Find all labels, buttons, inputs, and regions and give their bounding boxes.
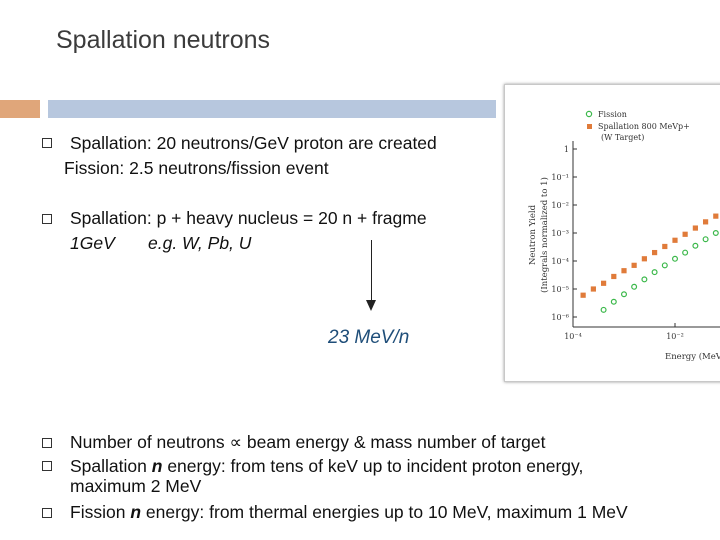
neutron-yield-figure: Fission Spallation 800 MeVp+ (W Target) … [504, 84, 720, 382]
x-tick-label: 10⁻² [666, 332, 684, 341]
y-axis-label-2: (Integrals normalized to 1) [539, 177, 550, 293]
arrow-head-icon [366, 300, 376, 311]
spallation-point [662, 243, 668, 250]
x-tick-labels: 10⁻⁴10⁻²1 [564, 323, 684, 341]
fission-point [702, 236, 709, 243]
y-tick-label: 10⁻³ [551, 229, 569, 238]
y-axis-label-1: Neutron Yield [528, 204, 538, 265]
fission-point [620, 291, 627, 298]
chart-legend: Fission Spallation 800 MeVp+ (W Target) [585, 110, 690, 142]
spallation-point [621, 268, 627, 274]
bullet-label: Spallation [70, 456, 147, 476]
spallation-point [600, 280, 607, 286]
bullet-fission-rate: Fission: 2.5 neutrons/fission event [64, 158, 329, 178]
fission-point [712, 230, 719, 237]
fission-point [682, 249, 689, 256]
spallation-point [672, 237, 678, 243]
bullet-spallation-max: maximum 2 MeV [70, 476, 202, 496]
bullet-spallation-energy: Spallation n energy: from tens of keV up… [70, 456, 583, 477]
legend-spallation-marker [587, 124, 592, 129]
fission-point [672, 255, 679, 262]
legend-spallation-label: Spallation 800 MeVp+ [598, 122, 690, 131]
bullet-label: Fission [70, 502, 126, 522]
fission-point [692, 242, 699, 249]
data-points [580, 213, 719, 313]
neutron-symbol: n [151, 456, 163, 476]
slide-title: Spallation neutrons [56, 26, 271, 54]
y-tick-label: 10⁻⁵ [551, 285, 569, 294]
bullet-box-icon [42, 461, 52, 471]
legend-fission-label: Fission [598, 110, 627, 119]
y-tick-label: 10⁻² [551, 201, 569, 210]
legend-fission-marker [585, 110, 593, 118]
spallation-point [651, 249, 658, 256]
neutron-symbol: n [130, 502, 142, 522]
bullet-box-icon [42, 508, 52, 518]
bullet-neutron-count: Number of neutrons ∝ beam energy & mass … [70, 432, 546, 452]
x-axis-label: Energy (MeV [665, 351, 720, 362]
header-accent-bar [0, 100, 40, 118]
spallation-point [631, 262, 637, 268]
spallation-point [713, 213, 719, 219]
fission-point [651, 269, 658, 276]
bullet-box-icon [42, 138, 52, 148]
fission-point [641, 276, 648, 283]
bullet-fission-energy: Fission n energy: from thermal energies … [70, 502, 628, 523]
y-tick-label: 10⁻⁶ [551, 313, 569, 322]
bullet-reaction: Spallation: p + heavy nucleus = 20 n + f… [70, 208, 427, 228]
beam-energy: 1GeV [70, 233, 115, 253]
spallation-point [641, 256, 647, 262]
fission-point [600, 306, 607, 313]
bullet-text: energy: from thermal energies up to 10 M… [145, 502, 628, 522]
target-examples: e.g. W, Pb, U [148, 233, 252, 253]
x-tick-label: 10⁻⁴ [564, 332, 582, 341]
y-tick-label: 10⁻¹ [551, 173, 569, 182]
fission-point [631, 283, 638, 290]
spallation-point [590, 286, 596, 292]
neutron-yield-chart: Fission Spallation 800 MeVp+ (W Target) … [528, 110, 720, 362]
legend-target-label: (W Target) [601, 133, 644, 142]
energy-per-neutron: 23 MeV/n [328, 327, 410, 348]
y-tick-labels: 1 10⁻¹ 10⁻² 10⁻³ 10⁻⁴ 10⁻⁵ 10⁻⁶ [551, 145, 577, 322]
y-tick-label: 1 [564, 145, 569, 154]
y-tick-label: 10⁻⁴ [551, 257, 569, 266]
spallation-point [682, 231, 688, 237]
fission-point [610, 298, 617, 305]
header-bar [48, 100, 496, 118]
arrow-down-icon [371, 240, 372, 302]
bullet-box-icon [42, 438, 52, 448]
spallation-point [580, 292, 586, 298]
bullet-text: energy: from tens of keV up to incident … [167, 456, 584, 476]
spallation-point [611, 273, 617, 280]
fission-point [661, 262, 668, 269]
bullet-spallation-rate: Spallation: 20 neutrons/GeV proton are c… [70, 133, 437, 153]
bullet-box-icon [42, 214, 52, 224]
spallation-point [702, 219, 709, 225]
spallation-point [692, 225, 698, 231]
